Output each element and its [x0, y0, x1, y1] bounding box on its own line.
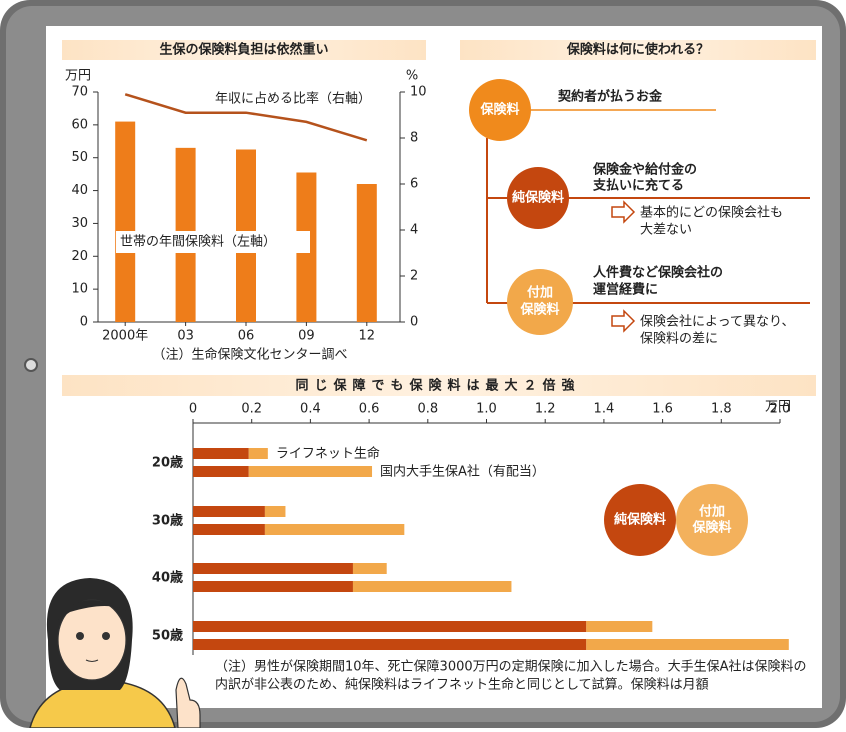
x-tick-label: 09: [298, 329, 315, 344]
diagram-title: 保険料は何に使われる？: [566, 42, 709, 58]
x-tick-label: 2000年: [102, 329, 148, 344]
x-tick-label: 1.8: [711, 402, 732, 417]
node-result: 保険料の差に: [640, 332, 718, 347]
y2-unit: %: [406, 69, 418, 84]
y-tick-label: 60: [71, 117, 88, 132]
chart-title: 同じ保障でも保険料は最大２倍強: [295, 378, 580, 394]
y-tick-label: 70: [71, 85, 88, 100]
legend-label: 付加: [699, 504, 725, 520]
bar-net: [193, 639, 586, 650]
node-result: 基本的にどの保険会社も: [640, 205, 783, 221]
bar-loading: [249, 466, 372, 477]
y-unit: 万円: [65, 69, 91, 84]
node-result: 保険会社によって異なり、: [640, 314, 794, 330]
x-tick-label: 1.0: [476, 402, 497, 417]
y2-tick-label: 6: [410, 177, 418, 192]
bar-loading: [265, 524, 404, 535]
y-tick-label: 30: [71, 216, 88, 231]
note: （注）生命保険文化センター調べ: [152, 347, 347, 363]
y-tick-label: 50歳: [152, 628, 183, 644]
bar-net: [193, 563, 353, 574]
x-tick-label: 0.6: [359, 402, 380, 417]
x-tick-label: 03: [177, 329, 194, 344]
bar-loading: [353, 563, 387, 574]
y2-tick-label: 8: [410, 131, 418, 146]
bar-label: 国内大手生保A社（有配当）: [380, 464, 545, 480]
y-tick-label: 40: [71, 183, 88, 198]
x-tick-label: 12: [359, 329, 376, 344]
screen-area: [46, 26, 822, 708]
x-tick-label: 1.4: [594, 402, 615, 417]
camera: [25, 359, 37, 371]
legend-label: 純保険料: [614, 512, 666, 528]
chart-title: 生保の保険料負担は依然重い: [159, 42, 328, 58]
bar-net: [193, 621, 586, 632]
x-tick-label: 06: [238, 329, 255, 344]
bar-net: [193, 581, 353, 592]
bar-label: ライフネット生命: [276, 446, 380, 462]
x-tick-label: 2.0: [770, 402, 791, 417]
y-tick-label: 10: [71, 282, 88, 297]
bar-loading: [249, 448, 268, 459]
y-tick-label: 40歳: [152, 570, 183, 586]
y-tick-label: 0: [80, 315, 88, 330]
node-text: 人件費など保険会社の: [593, 265, 723, 281]
node-text: 運営経費に: [593, 282, 658, 298]
y2-tick-label: 4: [410, 223, 418, 238]
bar-loading: [586, 621, 652, 632]
node-label: 付加: [527, 285, 553, 301]
y2-tick-label: 10: [410, 85, 427, 100]
x-tick-label: 0.8: [417, 402, 438, 417]
screen: 生保の保険料負担は依然重い 万円 % （注）生命保険文化センター調べ 01020…: [0, 0, 846, 728]
y2-tick-label: 0: [410, 315, 418, 330]
node-text: 契約者が払うお金: [557, 89, 663, 105]
bar-net: [193, 506, 265, 517]
bar-net: [193, 524, 265, 535]
series-label: 世帯の年間保険料（左軸）: [120, 235, 276, 250]
node-text: 支払いに充てる: [592, 178, 684, 194]
bar: [115, 122, 135, 322]
note: （注）男性が保険期間10年、死亡保障3000万円の定期保険に加入した場合。大手生…: [215, 659, 807, 675]
x-tick-label: 0.2: [241, 402, 262, 417]
node-label: 保険料: [479, 102, 519, 118]
bar-net: [193, 466, 249, 477]
series-label: 年収に占める比率（右軸）: [215, 91, 371, 107]
y-tick-label: 50: [71, 150, 88, 165]
bar-loading: [353, 581, 511, 592]
legend-label: 保険料: [691, 520, 731, 536]
y-tick-label: 30歳: [152, 513, 183, 529]
node-result: 大差ない: [640, 223, 692, 238]
y-tick-label: 20: [71, 249, 88, 264]
bar-net: [193, 448, 249, 459]
x-tick-label: 0.4: [300, 402, 321, 417]
bar-loading: [586, 639, 789, 650]
node-text: 保険金や給付金の: [592, 162, 697, 178]
node-label: 保険料: [519, 302, 559, 318]
node-label: 純保険料: [512, 190, 564, 206]
y2-tick-label: 2: [410, 269, 418, 284]
y-tick-label: 20歳: [152, 455, 183, 471]
x-tick-label: 0: [189, 402, 197, 417]
note: 内訳が非公表のため、純保険料はライフネット生命と同じとして試算。保険料は月額: [215, 677, 709, 693]
bar-loading: [265, 506, 286, 517]
bar: [357, 184, 377, 322]
x-tick-label: 1.6: [652, 402, 673, 417]
x-tick-label: 1.2: [535, 402, 556, 417]
